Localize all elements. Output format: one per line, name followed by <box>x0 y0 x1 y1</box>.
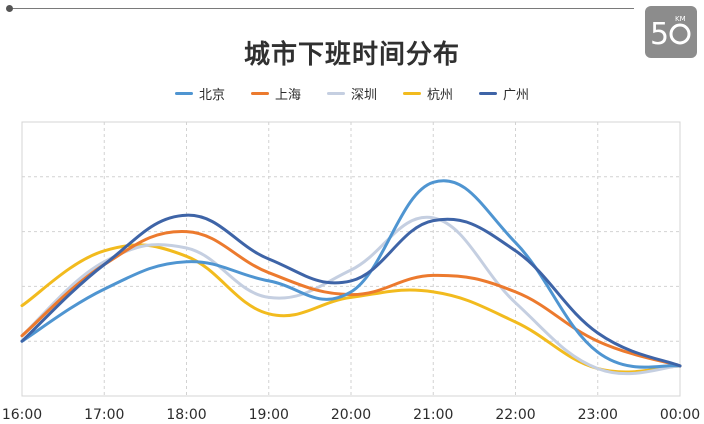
legend-swatch <box>326 92 345 95</box>
legend-swatch <box>479 92 498 95</box>
legend-label: 深圳 <box>350 88 377 103</box>
chart-title: 城市下班时间分布 <box>243 40 460 70</box>
series-line-1 <box>20 230 682 368</box>
chart-legend: 北京 上海 深圳 杭州 广州 <box>0 84 704 103</box>
x-tick-label: 23:00 <box>578 407 618 423</box>
x-tick-label: 18:00 <box>166 407 206 423</box>
logo-ring-icon <box>669 23 691 45</box>
x-tick-label: 16:00 <box>2 407 42 423</box>
x-tick-label: 17:00 <box>84 407 124 423</box>
legend-swatch <box>174 92 193 95</box>
x-tick-label: 21:00 <box>413 407 453 423</box>
legend-label: 北京 <box>198 88 225 103</box>
legend-item: 杭州 <box>403 84 453 103</box>
x-tick-label: 22:00 <box>495 407 535 423</box>
top-divider-line <box>8 8 634 9</box>
x-tick-label: 00:00 <box>660 407 700 423</box>
x-tick-label: 20:00 <box>331 407 371 423</box>
series-line-4 <box>20 213 682 368</box>
x-tick-label: 19:00 <box>249 407 289 423</box>
brand-logo: 5 KM <box>645 6 697 58</box>
legend-label: 广州 <box>503 88 530 103</box>
legend-item: 广州 <box>479 84 529 103</box>
top-divider-dot <box>6 5 13 12</box>
legend-item: 深圳 <box>326 84 377 103</box>
legend-label: 上海 <box>274 88 301 103</box>
legend-swatch <box>403 92 421 95</box>
logo-unit: KM <box>675 15 686 23</box>
logo-number: 5 <box>650 17 669 52</box>
legend-label: 杭州 <box>427 88 454 103</box>
plot-frame <box>21 121 681 397</box>
series-line-0 <box>20 179 682 369</box>
legend-item: 北京 <box>174 84 225 103</box>
legend-item: 上海 <box>250 84 301 103</box>
legend-swatch <box>250 92 269 95</box>
